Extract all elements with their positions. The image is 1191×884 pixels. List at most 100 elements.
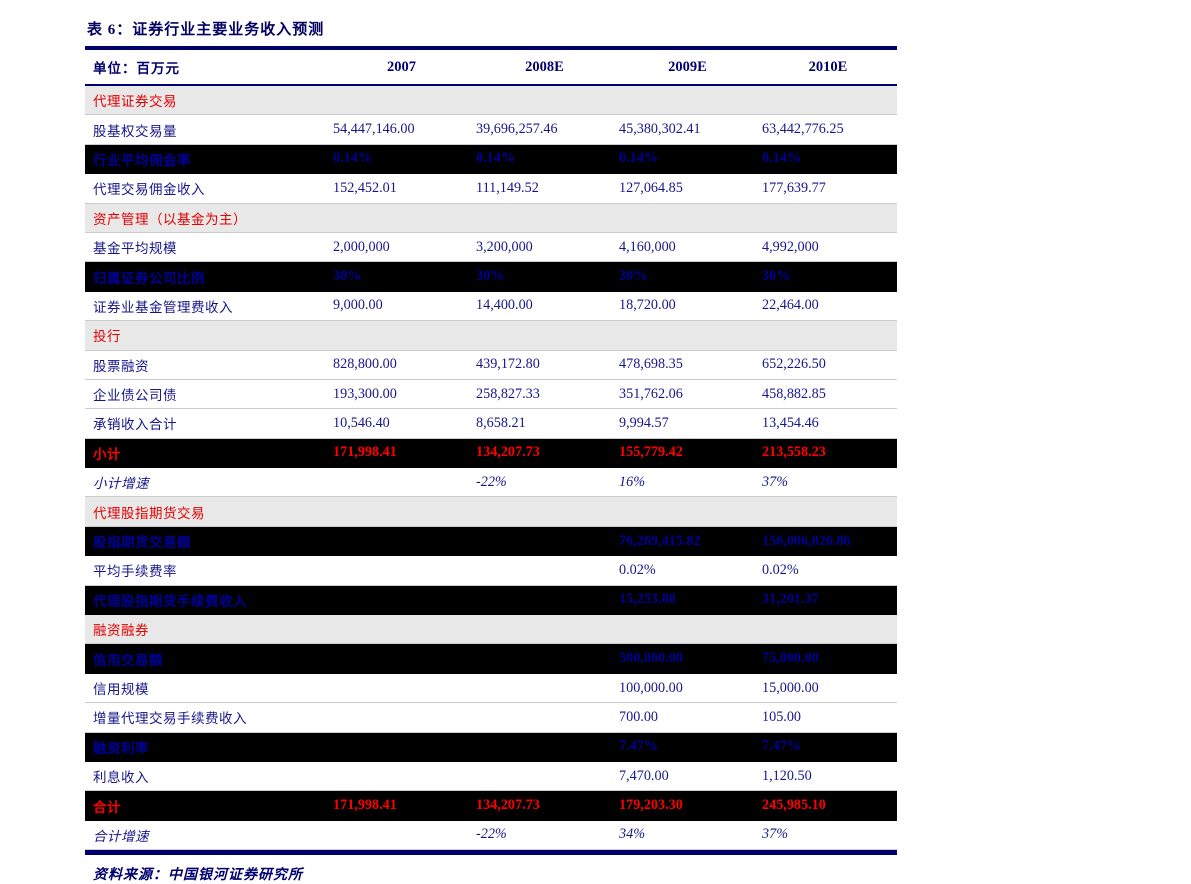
table-row: 信用交易额 500,000.00 75,000.00 <box>85 643 897 674</box>
cell-value: 1,120.50 <box>759 761 897 792</box>
table-body: 代理证券交易 股基权交易量 54,447,146.00 39,696,257.46 45… <box>85 85 897 851</box>
section-label: 融资融券 <box>85 614 897 645</box>
table-row: 融资利率 7.47% 7.47% <box>85 732 897 762</box>
cell-value: 0.02% <box>759 555 897 586</box>
table-row: 证券业基金管理费收入 9,000.00 14,400.00 18,720.00 22,4… <box>85 291 897 322</box>
cell-value <box>473 526 616 557</box>
row-label: 小计增速 <box>85 467 330 498</box>
section-row: 代理证券交易 <box>85 85 897 116</box>
cell-value <box>330 526 473 557</box>
table-row: 利息收入 7,470.00 1,120.50 <box>85 761 897 792</box>
cell-value <box>473 732 616 762</box>
cell-value: 171,998.41 <box>330 790 473 821</box>
column-header-2007: 2007 <box>330 50 473 86</box>
cell-value <box>473 643 616 674</box>
cell-value: 9,994.57 <box>616 408 759 439</box>
table-row: 股指期货交易额 76,269,415.82 156,006,826.86 <box>85 526 897 557</box>
table-row: 小计 171,998.41 134,207.73 155,779.42 213,558.… <box>85 438 897 469</box>
table-row: 企业债公司债 193,300.00 258,827.33 351,762.06 458,… <box>85 379 897 410</box>
row-label: 利息收入 <box>85 761 330 792</box>
row-label: 归属证券公司比例 <box>85 261 330 292</box>
cell-value: 179,203.30 <box>616 790 759 821</box>
table-row: 代理股指期货手续费收入 15,253.88 31,201.37 <box>85 585 897 616</box>
table-row: 行业平均佣金率 0.14% 0.14% 0.14% 0.14% <box>85 144 897 175</box>
row-label: 合计增速 <box>85 820 330 851</box>
table-row: 合计 171,998.41 134,207.73 179,203.30 245,985.… <box>85 790 897 821</box>
table-row: 基金平均规模 2,000,000 3,200,000 4,160,000 4,992,0… <box>85 232 897 263</box>
cell-value: 4,992,000 <box>759 232 897 263</box>
cell-value: 3,200,000 <box>473 232 616 263</box>
cell-value: 439,172.80 <box>473 350 616 380</box>
cell-value: 828,800.00 <box>330 350 473 380</box>
row-label: 代理股指期货手续费收入 <box>85 585 330 616</box>
row-label: 信用交易额 <box>85 643 330 674</box>
cell-value: 155,779.42 <box>616 438 759 469</box>
section-label: 投行 <box>85 320 897 351</box>
cell-value: 134,207.73 <box>473 790 616 821</box>
row-label: 股票融资 <box>85 350 330 380</box>
row-label: 股基权交易量 <box>85 114 330 145</box>
cell-value: -22% <box>473 467 616 498</box>
cell-value: 31,201.37 <box>759 585 897 616</box>
title-rule-divider <box>85 46 897 50</box>
cell-value: 18,720.00 <box>616 291 759 322</box>
cell-value <box>330 467 473 498</box>
cell-value: 30% <box>330 261 473 292</box>
cell-value: 37% <box>759 467 897 498</box>
bottom-rule-divider <box>85 850 897 856</box>
cell-value: 2,000,000 <box>330 232 473 263</box>
table-row: 小计增速 -22% 16% 37% <box>85 467 897 498</box>
section-label: 代理证券交易 <box>85 85 897 116</box>
row-label: 小计 <box>85 438 330 469</box>
cell-value: 39,696,257.46 <box>473 114 616 145</box>
cell-value: 171,998.41 <box>330 438 473 469</box>
cell-value: 458,882.85 <box>759 379 897 410</box>
cell-value: 0.14% <box>616 144 759 175</box>
column-header-2008e: 2008E <box>473 50 616 86</box>
cell-value: 193,300.00 <box>330 379 473 410</box>
table-row: 股票融资 828,800.00 439,172.80 478,698.35 652,22… <box>85 350 897 380</box>
cell-value <box>330 673 473 704</box>
cell-value: 54,447,146.00 <box>330 114 473 145</box>
row-label: 增量代理交易手续费收入 <box>85 702 330 733</box>
row-label: 代理交易佣金收入 <box>85 173 330 204</box>
report-table-block: 表 6：证券行业主要业务收入预测 单位：百万元 2007 2008E 2009E… <box>85 14 897 884</box>
cell-value: 152,452.01 <box>330 173 473 204</box>
cell-value: 213,558.23 <box>759 438 897 469</box>
cell-value <box>330 555 473 586</box>
cell-value: 4,160,000 <box>616 232 759 263</box>
cell-value: 63,442,776.25 <box>759 114 897 145</box>
cell-value <box>473 555 616 586</box>
cell-value <box>330 761 473 792</box>
row-label: 股指期货交易额 <box>85 526 330 557</box>
cell-value <box>330 732 473 762</box>
table-title: 表 6：证券行业主要业务收入预测 <box>87 22 325 38</box>
cell-value: 37% <box>759 820 897 851</box>
section-row: 代理股指期货交易 <box>85 496 897 527</box>
cell-value <box>330 585 473 616</box>
row-label: 平均手续费率 <box>85 555 330 586</box>
cell-value: 0.14% <box>330 144 473 175</box>
cell-value: 177,639.77 <box>759 173 897 204</box>
column-header-2010e: 2010E <box>759 50 897 86</box>
row-label: 合计 <box>85 790 330 821</box>
cell-value: 258,827.33 <box>473 379 616 410</box>
cell-value: 351,762.06 <box>616 379 759 410</box>
row-label: 基金平均规模 <box>85 232 330 263</box>
cell-value: 105.00 <box>759 702 897 733</box>
cell-value: 0.02% <box>616 555 759 586</box>
table-row: 股基权交易量 54,447,146.00 39,696,257.46 45,380,3… <box>85 114 897 145</box>
cell-value: 7.47% <box>616 732 759 762</box>
cell-value: 245,985.10 <box>759 790 897 821</box>
cell-value: 10,546.40 <box>330 408 473 439</box>
section-label: 代理股指期货交易 <box>85 496 897 527</box>
section-label: 资产管理（以基金为主） <box>85 203 897 233</box>
cell-value: 76,269,415.82 <box>616 526 759 557</box>
cell-value <box>330 820 473 851</box>
forecast-table: 单位：百万元 2007 2008E 2009E 2010E 代理证券交易 股基权交… <box>85 50 897 851</box>
unit-label: 单位：百万元 <box>85 50 330 86</box>
row-label: 信用规模 <box>85 673 330 704</box>
cell-value: 14,400.00 <box>473 291 616 322</box>
table-row: 信用规模 100,000.00 15,000.00 <box>85 673 897 704</box>
section-row: 投行 <box>85 320 897 351</box>
